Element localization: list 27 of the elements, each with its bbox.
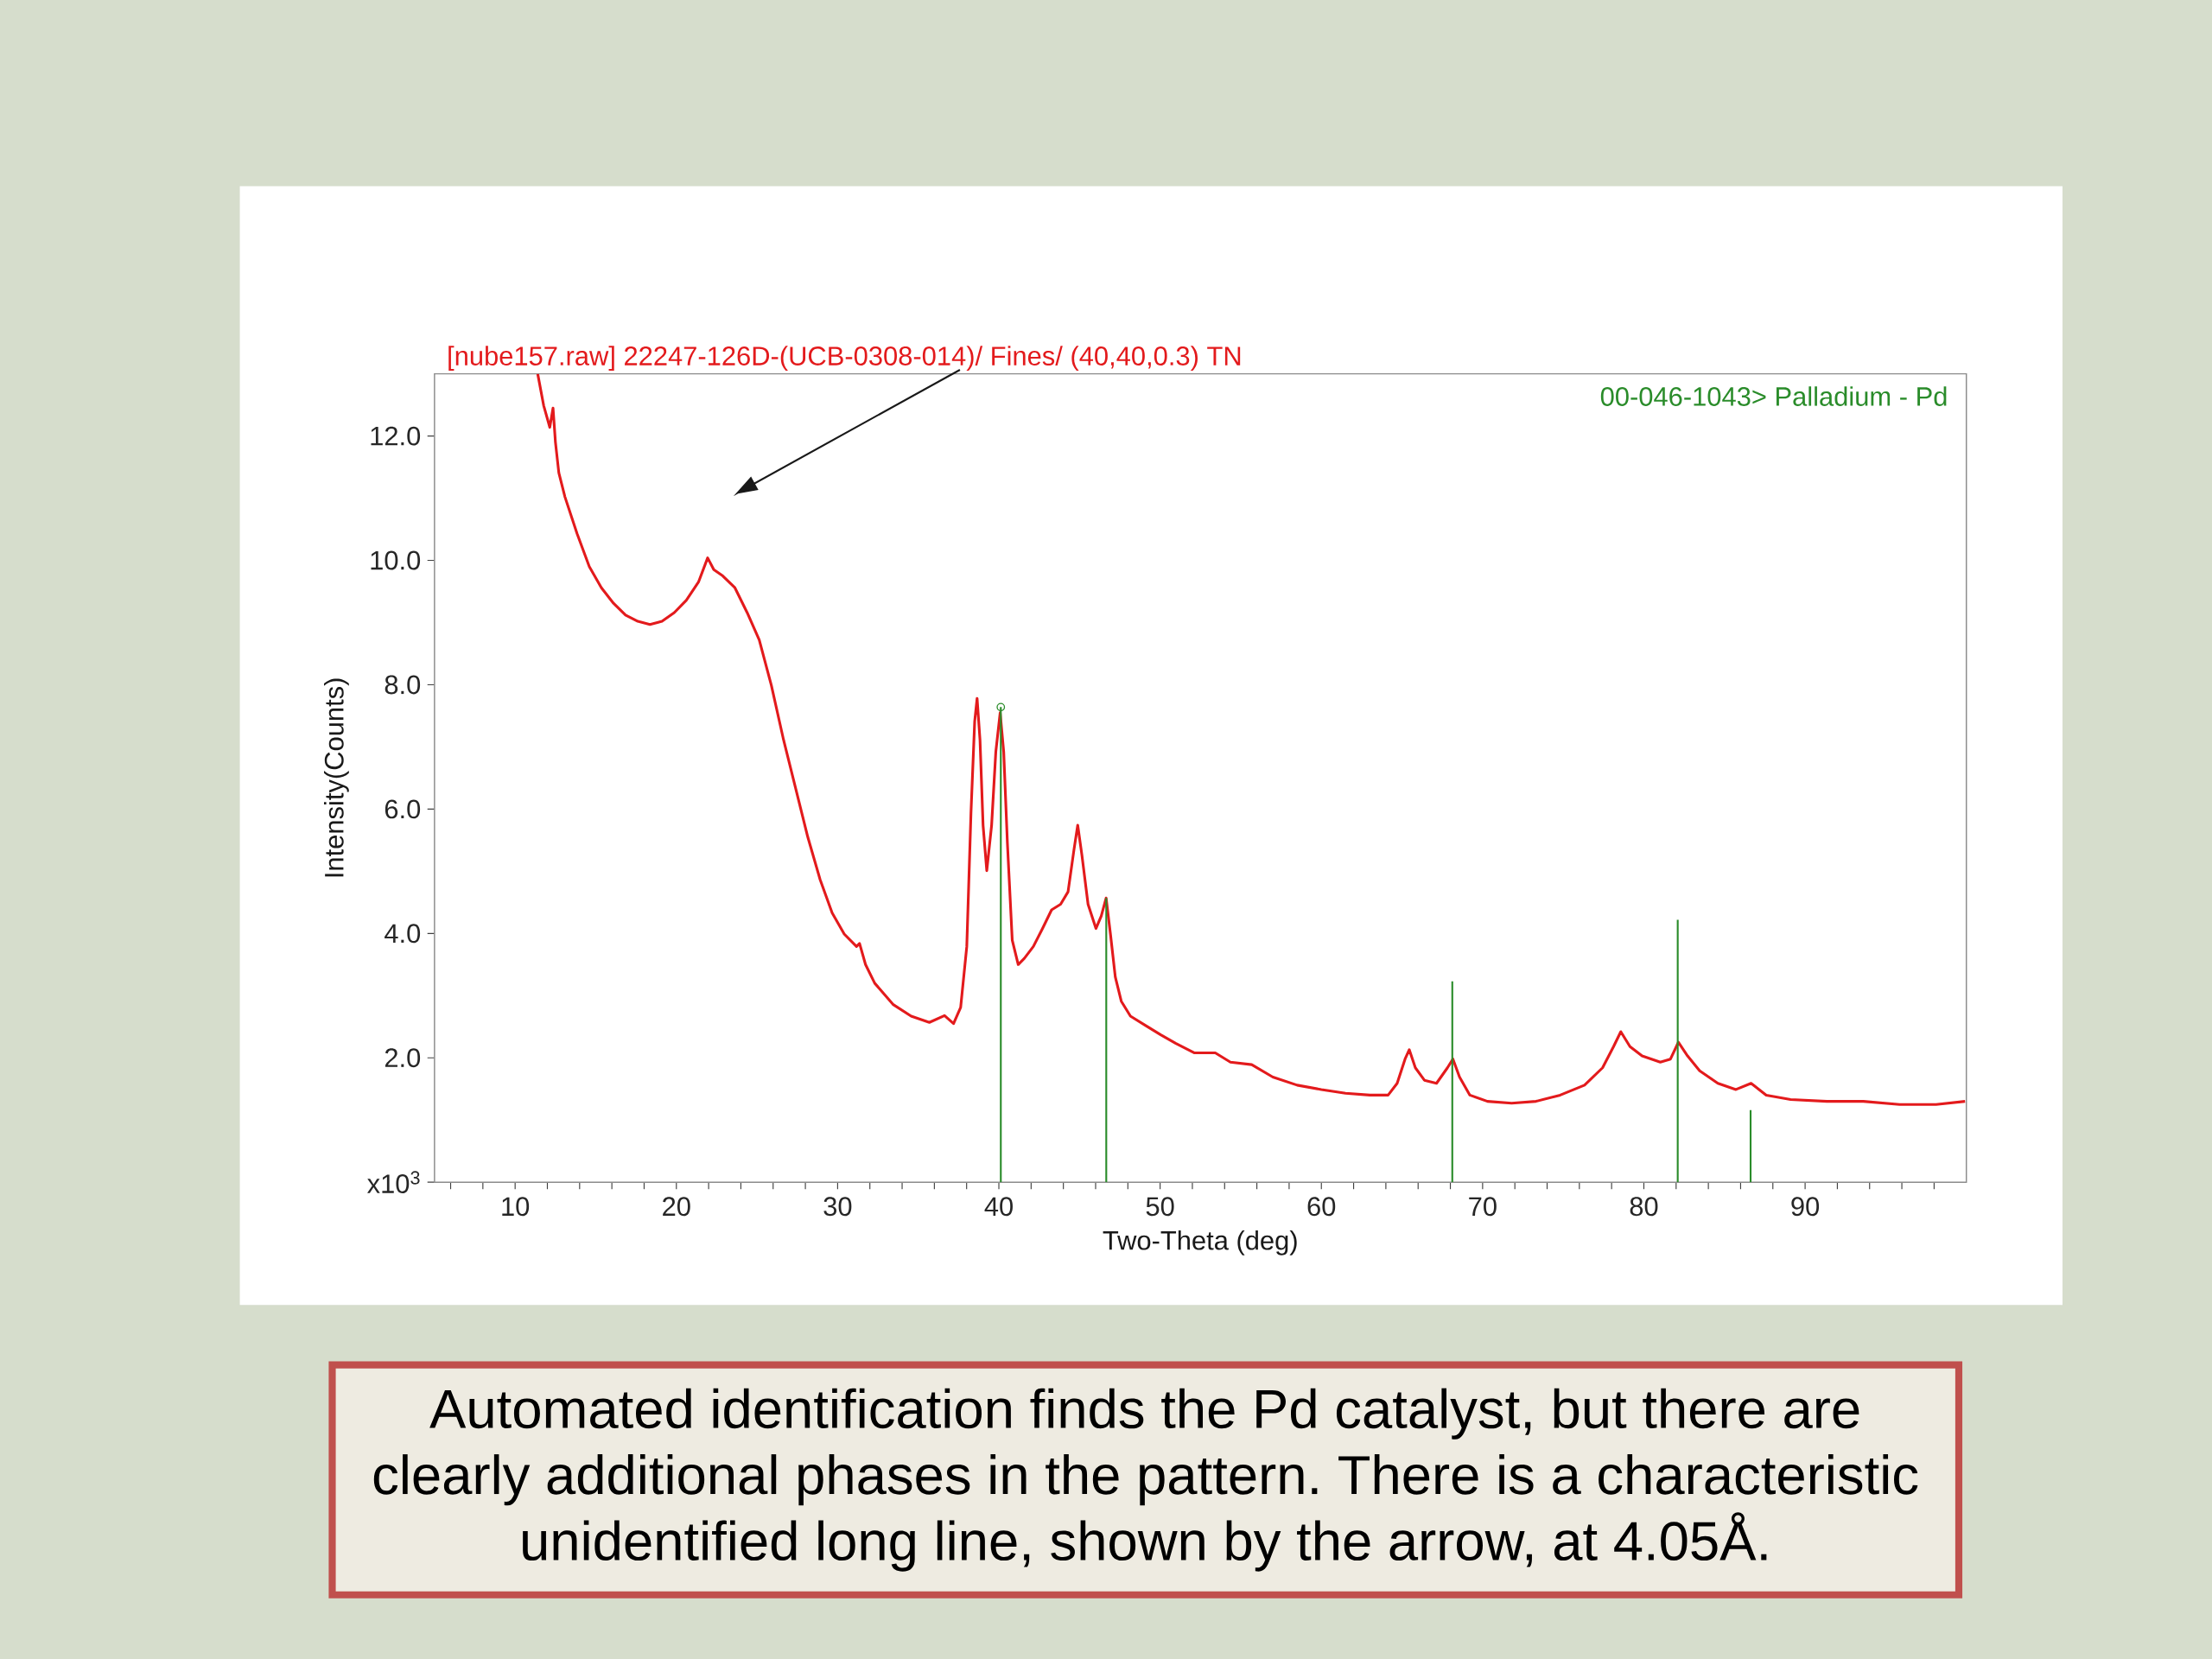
y-tick-label: 2.0 bbox=[385, 1048, 421, 1068]
text: Automated identification finds the Pd catalyst, but there are clearly additional phases in the pattern. There is a characteristic unidentified long line, shown by the arrow, at 4.05Å. bbox=[373, 1388, 1918, 1572]
bar bbox=[1105, 898, 1108, 1183]
y-tick-label: 4.0 bbox=[385, 924, 421, 944]
bar bbox=[1451, 981, 1453, 1183]
x-tick-label: 80 bbox=[1630, 1197, 1658, 1217]
x-tick-label: 20 bbox=[663, 1197, 690, 1217]
bar bbox=[1000, 707, 1002, 1183]
x-axis-title: Two-Theta (deg) bbox=[1103, 1230, 1297, 1255]
y-tick-label: 12.0 bbox=[371, 426, 421, 446]
x-tick-label: 30 bbox=[823, 1197, 852, 1217]
y-tick-label: 10.0 bbox=[371, 550, 421, 570]
bar bbox=[1676, 919, 1679, 1183]
text: 00-046-1043> Palladium - Pd bbox=[1600, 386, 1947, 406]
x-tick-label: 60 bbox=[1307, 1197, 1336, 1217]
x-tick-label: 50 bbox=[1146, 1197, 1174, 1217]
y-axis-title: Intensity(Counts) bbox=[324, 678, 349, 877]
x-tick-label: 40 bbox=[984, 1197, 1013, 1217]
x-tick-label: 90 bbox=[1791, 1197, 1820, 1217]
y-tick-label: 8.0 bbox=[385, 675, 421, 695]
bar bbox=[1749, 1109, 1752, 1183]
x-tick-label: 70 bbox=[1469, 1197, 1497, 1217]
y-tick-label: x10$^{3}$ bbox=[367, 1171, 420, 1193]
line-series bbox=[536, 373, 1967, 1106]
text: [nube157.raw] 22247-126D-(UCB-0308-014)/ Fines/ (40,40,0.3) TN bbox=[448, 346, 1241, 372]
x-tick-label: 10 bbox=[502, 1197, 530, 1217]
y-tick-label: 6.0 bbox=[385, 799, 421, 819]
